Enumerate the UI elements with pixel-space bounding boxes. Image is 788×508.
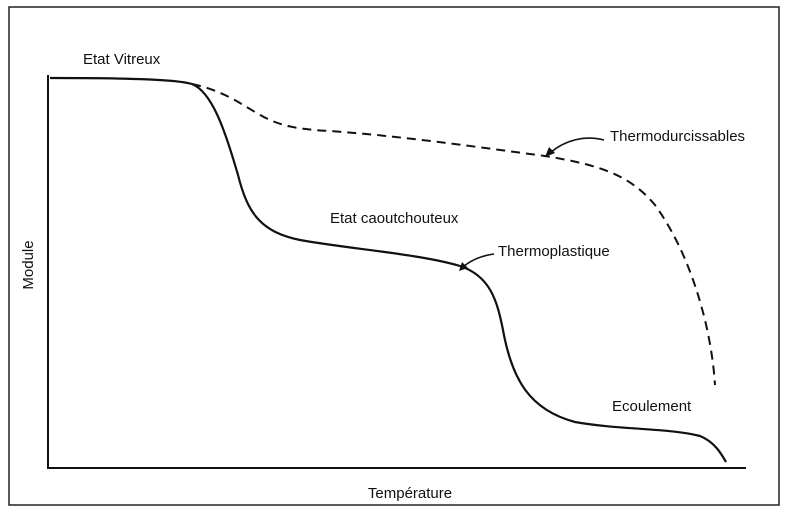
frame <box>8 6 780 506</box>
arrow <box>549 137 605 154</box>
label: Etat caoutchouteux <box>330 210 459 227</box>
y-axis-label: Module <box>20 240 37 289</box>
arrowhead <box>545 147 555 157</box>
label: Etat Vitreux <box>83 51 161 68</box>
arrowhead <box>459 262 468 271</box>
x-axis-label: Température <box>368 485 452 502</box>
label: Thermodurcissables <box>610 128 745 145</box>
label: Thermoplastique <box>498 243 610 260</box>
thermoset-curve <box>191 83 716 386</box>
label: Ecoulement <box>612 398 692 415</box>
thermoplastic-curve <box>49 76 727 463</box>
